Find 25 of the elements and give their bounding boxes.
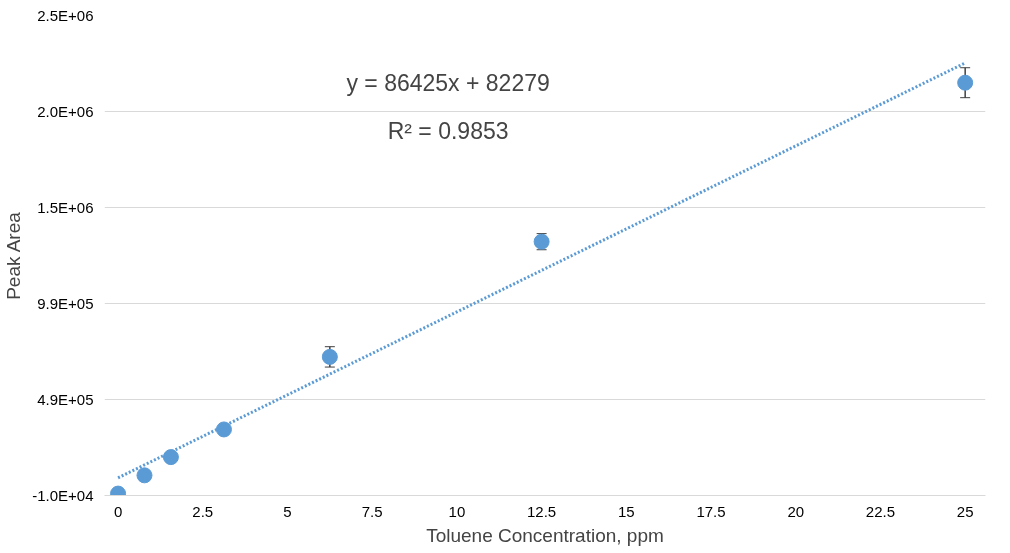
point — [215, 421, 232, 438]
x-tick-label: 10 — [448, 502, 466, 520]
x-tick-label: 7.5 — [361, 502, 383, 520]
y-tick-label: 2.5E+06 — [37, 7, 94, 24]
point — [957, 74, 974, 91]
x-tick-label: 17.5 — [696, 502, 726, 520]
x-tick-label: 5 — [283, 502, 292, 520]
x-tick-label: 20 — [787, 502, 805, 520]
x-tick-label: 15 — [617, 502, 635, 520]
x-tick-label: 25 — [956, 502, 974, 520]
point — [136, 467, 153, 484]
annotation: R² = 0.9853 — [387, 117, 509, 144]
x-tick-label: 12.5 — [527, 502, 557, 520]
y-tick-label: 2.0E+06 — [37, 103, 94, 120]
x-tick-label: 2.5 — [192, 502, 214, 520]
x-axis-title: Toluene Concentration, ppm — [426, 524, 664, 546]
y-tick-label: 1.5E+06 — [37, 199, 94, 216]
annotation: y = 86425x + 82279 — [346, 69, 550, 96]
x-tick-label: 22.5 — [865, 502, 896, 520]
x-tick-label: 0 — [113, 502, 123, 520]
y-tick-label: -1.0E+04 — [32, 487, 94, 504]
y-tick-label: 9.9E+05 — [37, 295, 94, 312]
point — [162, 449, 179, 466]
y-tick-label: 4.9E+05 — [37, 391, 94, 408]
y-axis-title: Peak Area — [3, 211, 25, 300]
